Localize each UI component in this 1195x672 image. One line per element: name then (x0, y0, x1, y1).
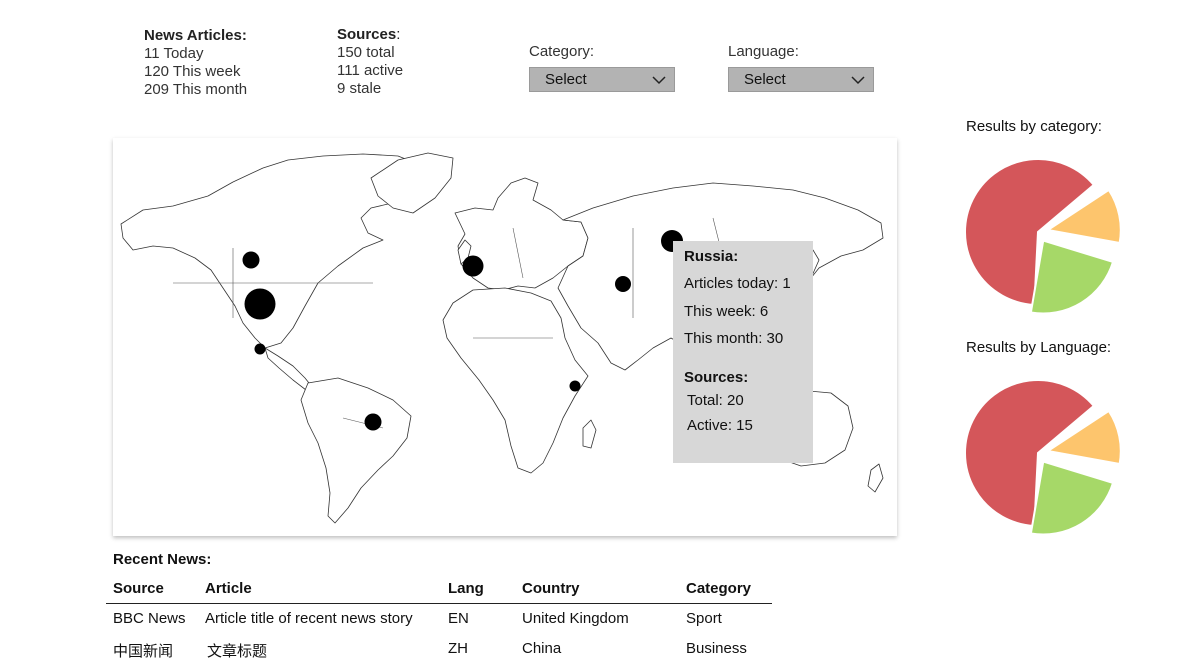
row-source: BBC News (113, 610, 186, 627)
table-row[interactable]: BBC News Article title of recent news st… (106, 605, 772, 633)
africa-shape (442, 287, 589, 474)
col-source-header: Source (113, 580, 164, 597)
category-slice-red (964, 158, 1096, 306)
table-row[interactable]: 中国新闻 文章标题 ZH China Business (106, 635, 772, 663)
col-country-header: Country (522, 580, 580, 597)
articles-month: 209 This month (144, 81, 248, 98)
bubble-somalia[interactable] (569, 380, 581, 392)
articles-week: 120 This week (144, 63, 241, 80)
category-slice-yellow (1045, 188, 1120, 245)
bubble-mexico[interactable] (254, 343, 266, 355)
north-america-shape (120, 153, 424, 349)
category-select[interactable]: Select (529, 67, 675, 92)
sources-total: 150 total (337, 44, 395, 61)
sources-active: 111 active (337, 62, 404, 79)
row-country: United Kingdom (522, 610, 629, 627)
tooltip-country: Russia: (684, 248, 739, 265)
language-select[interactable]: Select (728, 67, 874, 92)
recent-news-header: Source Article Lang Country Category (106, 575, 772, 604)
bubble-united-states[interactable] (244, 288, 276, 320)
articles-today: 11 Today (144, 45, 204, 62)
chevron-down-icon (851, 76, 865, 85)
language-select-value: Select (744, 71, 786, 88)
category-slice-green (1029, 239, 1115, 315)
col-article-header: Article (205, 580, 252, 597)
category-pie-title: Results by category: (966, 118, 1102, 135)
col-category-header: Category (686, 580, 752, 597)
tooltip-sources-total: Total: 20 (687, 392, 744, 409)
bubbles (242, 230, 683, 431)
language-slice-red (964, 379, 1096, 527)
central-america-shape (264, 347, 314, 391)
row-article[interactable]: 文章标题 (207, 643, 268, 660)
row-article[interactable]: Article title of recent news story (205, 610, 413, 627)
map-tooltip: Russia: Articles today: 1 This week: 6 T… (673, 241, 813, 463)
chevron-down-icon (652, 76, 666, 85)
language-slice-green (1029, 460, 1115, 536)
tooltip-sources-active: Active: 15 (687, 417, 753, 434)
sources-title: Sources: (337, 26, 401, 43)
language-pie-title: Results by Language: (966, 339, 1112, 356)
category-filter-label: Category: (529, 43, 595, 60)
madagascar-shape (582, 419, 597, 449)
recent-news-title: Recent News: (113, 551, 212, 568)
tooltip-this-month: This month: 30 (684, 330, 784, 347)
bubble-united-kingdom[interactable] (462, 255, 484, 277)
row-lang: ZH (448, 640, 468, 657)
tooltip-sources-title: Sources: (684, 369, 749, 386)
col-lang-header: Lang (448, 580, 484, 597)
greenland-shape (370, 152, 454, 214)
row-source: 中国新闻 (113, 643, 174, 660)
new-zealand-shape (867, 463, 884, 493)
row-country: China (522, 640, 562, 657)
tooltip-articles-today: Articles today: 1 (684, 275, 791, 292)
sources-stale: 9 stale (337, 80, 382, 97)
bubble-kazakhstan[interactable] (615, 276, 631, 292)
bubble-brazil[interactable] (364, 413, 382, 431)
language-pie-chart (964, 379, 1120, 536)
language-filter-label: Language: (728, 43, 799, 60)
bubble-canada[interactable] (242, 251, 260, 269)
row-category: Sport (686, 610, 722, 627)
south-america-shape (300, 377, 412, 524)
row-lang: EN (448, 610, 469, 627)
tooltip-this-week: This week: 6 (684, 303, 769, 320)
articles-title: News Articles: (144, 27, 247, 44)
category-select-value: Select (545, 71, 587, 88)
category-pie-chart (964, 158, 1120, 315)
sources-stats: Sources: 150 total 111 active 9 stale (337, 26, 403, 98)
language-slice-yellow (1045, 409, 1120, 466)
row-category: Business (686, 640, 747, 657)
articles-stats: News Articles: 11 Today 120 This week 20… (144, 27, 247, 99)
